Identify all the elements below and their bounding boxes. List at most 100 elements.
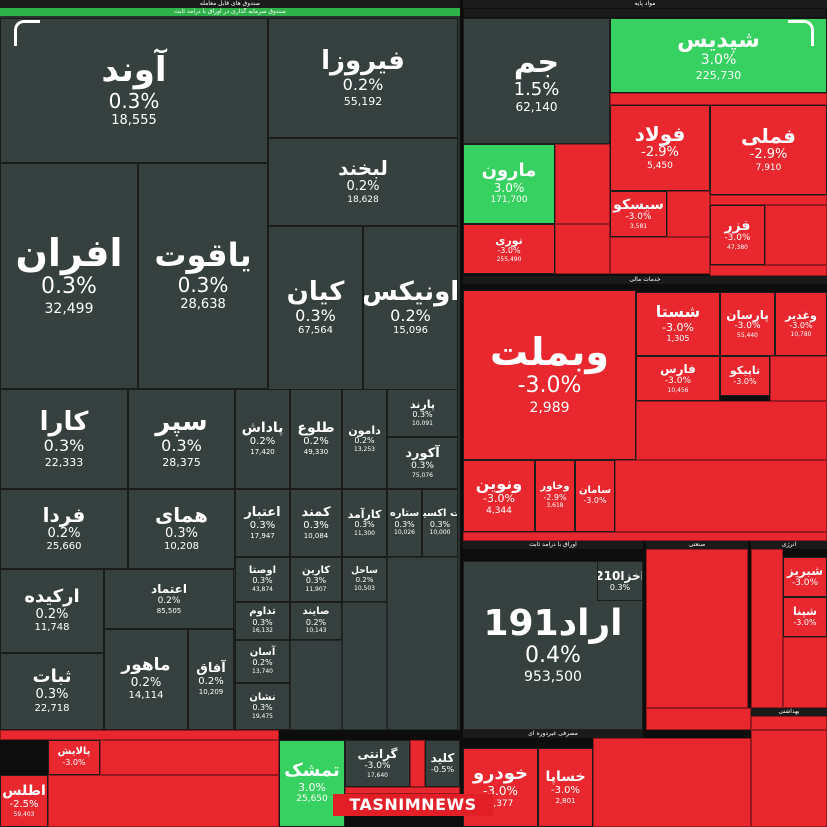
- stock-tile[interactable]: دامون 0.2% 13,253: [342, 389, 387, 489]
- treemap-cell[interactable]: [710, 265, 827, 276]
- stock-tile[interactable]: گرانتی -3.0% 17,640: [345, 740, 410, 787]
- stock-tile[interactable]: نوری -3.0% 255,490: [463, 224, 555, 274]
- treemap-cell[interactable]: [410, 740, 425, 787]
- stock-change: 0.4%: [525, 642, 581, 668]
- stock-tile[interactable]: مارون 3.0% 171,700: [463, 144, 555, 224]
- stock-tile[interactable]: ستاره 0.3% 10,026: [387, 489, 422, 557]
- stock-tile[interactable]: آوند 0.3% 18,555: [0, 18, 268, 163]
- treemap-cell[interactable]: [783, 637, 827, 708]
- stock-tile[interactable]: طلوع 0.2% 49,330: [290, 389, 342, 489]
- stock-tile[interactable]: ماهور 0.2% 14,114: [104, 629, 188, 730]
- stock-symbol: همای: [154, 502, 209, 527]
- stock-tile[interactable]: کلید -0.5%: [425, 740, 460, 787]
- stock-tile[interactable]: ثبات 0.3% 22,718: [0, 653, 104, 730]
- stock-tile[interactable]: سامان -3.0%: [575, 460, 615, 532]
- stock-change: -3.0%: [664, 375, 692, 386]
- stock-symbol: ماهور: [121, 655, 171, 676]
- stock-tile[interactable]: کمند 0.3% 10,084: [290, 489, 342, 557]
- stock-tile[interactable]: ساحل 0.2% 10,503: [342, 557, 387, 602]
- stock-symbol: فارس: [660, 362, 696, 377]
- treemap-cell[interactable]: [615, 460, 827, 532]
- stock-tile[interactable]: فملی -2.9% 7,910: [710, 105, 827, 195]
- stock-tile[interactable]: صایند 0.2% 10,143: [290, 602, 342, 640]
- treemap-cell[interactable]: [610, 237, 710, 274]
- stock-tile[interactable]: خساپا -3.0% 2,801: [538, 748, 593, 827]
- stock-price: 19,475: [252, 712, 273, 720]
- stock-tile[interactable]: همای 0.3% 10,208: [128, 489, 235, 569]
- stock-tile[interactable]: آسان 0.2% 13,740: [235, 640, 290, 683]
- stock-tile[interactable]: فزر -3.0% 47,380: [710, 205, 765, 265]
- treemap-cell[interactable]: [345, 787, 460, 794]
- stock-change: 0.3%: [305, 576, 327, 586]
- stock-price: 225,730: [695, 68, 742, 82]
- stock-tile[interactable]: ارکیده 0.2% 11,748: [0, 569, 104, 653]
- treemap-cell[interactable]: [100, 740, 279, 775]
- stock-tile[interactable]: تاپیکو -3.0%: [720, 356, 770, 396]
- treemap-cell[interactable]: [387, 557, 458, 730]
- treemap-cell[interactable]: [765, 205, 827, 265]
- treemap-cell[interactable]: [751, 549, 783, 708]
- stock-tile[interactable]: شستا -3.0% 1,305: [636, 292, 720, 356]
- stock-tile[interactable]: فردا 0.2% 25,660: [0, 489, 128, 569]
- treemap-cell[interactable]: [463, 532, 827, 541]
- stock-tile[interactable]: نشان 0.3% 19,475: [235, 683, 290, 730]
- stock-tile[interactable]: پارسان -3.0% 55,440: [720, 292, 775, 356]
- treemap-cell[interactable]: [593, 738, 751, 827]
- stock-tile[interactable]: کارین 0.3% 11,907: [290, 557, 342, 602]
- treemap-cell[interactable]: [710, 195, 827, 205]
- stock-tile[interactable]: خودرو -3.0% 3,377: [463, 748, 538, 827]
- stock-tile[interactable]: اونیکس 0.2% 15,096: [363, 226, 458, 390]
- stock-tile[interactable]: لبخند 0.2% 18,628: [268, 138, 458, 226]
- treemap-cell[interactable]: [610, 93, 827, 105]
- stock-change: -2.9%: [641, 145, 679, 161]
- stock-price: 75,076: [412, 471, 433, 479]
- stock-tile[interactable]: اوصتا 0.3% 43,874: [235, 557, 290, 602]
- treemap-cell[interactable]: [667, 191, 710, 237]
- stock-tile[interactable]: وخاور -2.9% 3,618: [535, 460, 575, 532]
- treemap-cell[interactable]: [646, 708, 751, 730]
- treemap-cell[interactable]: [48, 775, 279, 827]
- stock-change: 0.2%: [35, 606, 69, 622]
- stock-tile[interactable]: سیسکو -3.0% 3,581: [610, 191, 667, 237]
- stock-tile[interactable]: اعتماد 0.2% 85,505: [104, 569, 234, 629]
- treemap-cell[interactable]: [770, 356, 827, 401]
- stock-tile[interactable]: پالایش -3.0%: [48, 740, 100, 775]
- stock-tile[interactable]: اطلس -2.5% 59,403: [0, 775, 48, 827]
- stock-tile[interactable]: اخزا210 0.3%: [597, 561, 643, 601]
- stock-tile[interactable]: فارس -3.0% 10,456: [636, 356, 720, 401]
- treemap-cell[interactable]: [342, 602, 387, 730]
- stock-tile[interactable]: پارند 0.3% 10,091: [387, 389, 458, 437]
- treemap-cell[interactable]: [555, 144, 610, 224]
- treemap-cell[interactable]: [646, 549, 748, 708]
- stock-tile[interactable]: وغدیر -3.0% 10,780: [775, 292, 827, 356]
- stock-tile[interactable]: فیروزا 0.2% 55,192: [268, 18, 458, 138]
- stock-tile[interactable]: ثابت اکسیژن0.3%10,000: [422, 489, 458, 557]
- stock-tile[interactable]: پاداش 0.2% 17,420: [235, 389, 290, 489]
- treemap-cell[interactable]: [0, 730, 279, 740]
- treemap-cell[interactable]: [636, 401, 827, 460]
- stock-tile[interactable]: یاقوت 0.3% 28,638: [138, 163, 268, 389]
- stock-tile[interactable]: شبریز -3.0%: [783, 557, 827, 597]
- stock-change: -2.9%: [749, 147, 788, 163]
- stock-tile[interactable]: کارآمد 0.3% 11,300: [342, 489, 387, 557]
- stock-tile[interactable]: سپر 0.3% 28,375: [128, 389, 235, 489]
- treemap-cell[interactable]: [555, 224, 610, 274]
- treemap-cell[interactable]: [290, 640, 342, 730]
- section-title-etf: صندوق های قابل معامله: [0, 0, 460, 8]
- stock-tile[interactable]: جم 1.5% 62,140: [463, 18, 610, 144]
- stock-tile[interactable]: آکورد 0.3% 75,076: [387, 437, 458, 489]
- stock-price: 85,505: [156, 606, 182, 615]
- stock-tile[interactable]: شپنا -3.0%: [783, 597, 827, 637]
- stock-tile[interactable]: افران 0.3% 32,499: [0, 163, 138, 389]
- stock-tile[interactable]: آفاق 0.2% 10,209: [188, 629, 234, 730]
- treemap-cell[interactable]: [751, 730, 827, 827]
- stock-tile[interactable]: کارا 0.3% 22,333: [0, 389, 128, 489]
- stock-tile[interactable]: اعتبار 0.3% 17,947: [235, 489, 290, 557]
- treemap-cell[interactable]: [751, 716, 827, 730]
- treemap-cell[interactable]: [463, 8, 827, 18]
- stock-tile[interactable]: ونوین -3.0% 4,344: [463, 460, 535, 532]
- stock-tile[interactable]: وبملت -3.0% 2,989: [463, 290, 636, 460]
- stock-tile[interactable]: کیان 0.3% 67,564: [268, 226, 363, 390]
- stock-tile[interactable]: فولاد -2.9% 5,450: [610, 105, 710, 191]
- stock-tile[interactable]: تداوم 0.3% 16,132: [235, 602, 290, 640]
